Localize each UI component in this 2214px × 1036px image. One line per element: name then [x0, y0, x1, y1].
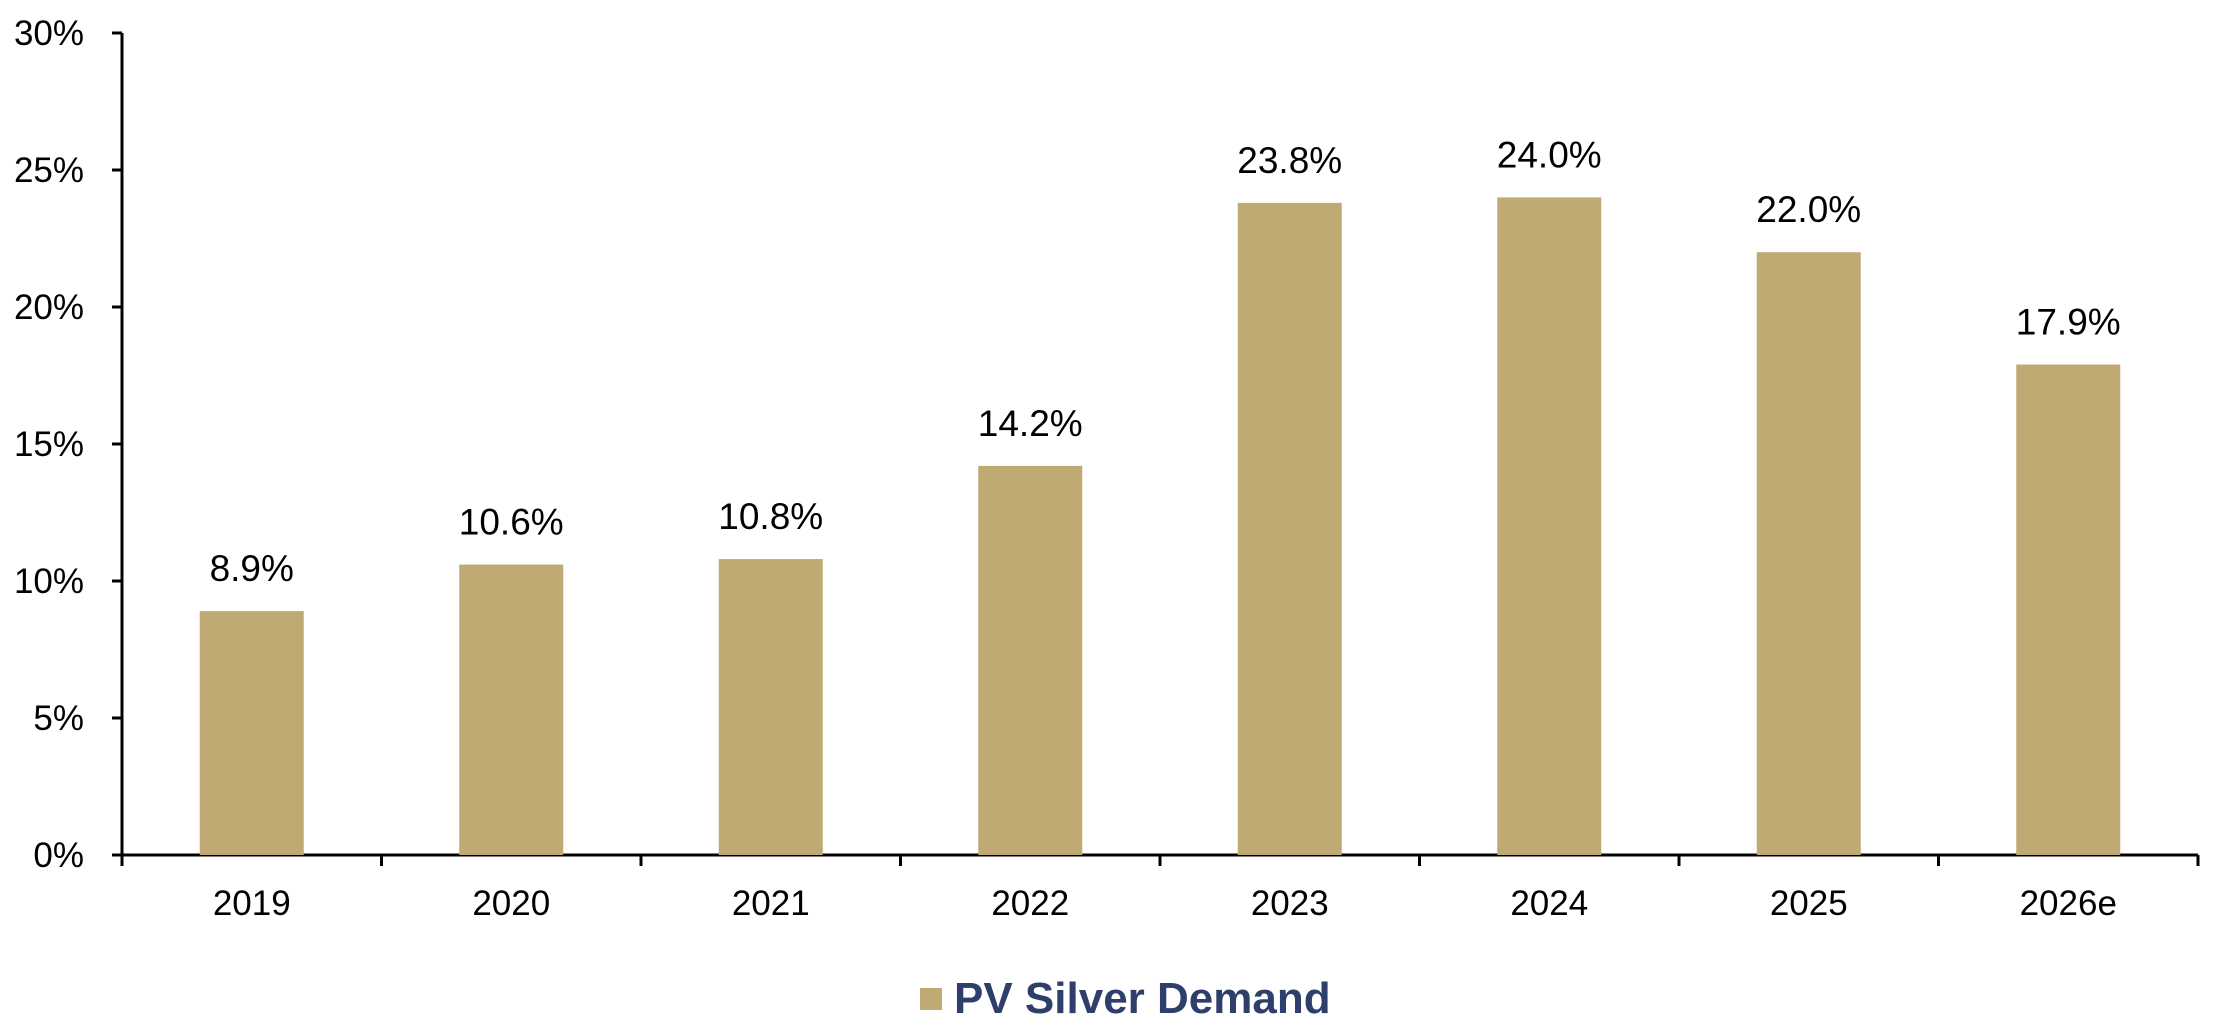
- y-tick-label: 5%: [33, 699, 84, 738]
- y-axis: 0% 5% 10% 15% 20% 25% 30%: [14, 14, 124, 875]
- x-axis: 2019 2020 2021 2022 2023 2024 2025 2026e: [120, 853, 2200, 923]
- data-labels: 8.9% 10.6% 10.8% 14.2% 23.8% 24.0% 22.0% 17.9%: [210, 134, 2121, 589]
- bar-2024: [1497, 197, 1602, 855]
- bar-2021: [718, 559, 823, 855]
- bar-2025: [1756, 252, 1861, 855]
- y-tick-label: 15%: [14, 425, 84, 464]
- bar-2019: [199, 611, 304, 855]
- data-label: 23.8%: [1237, 140, 1342, 181]
- data-label: 10.8%: [718, 496, 823, 537]
- x-tick-label: 2023: [1251, 884, 1329, 923]
- data-label: 8.9%: [210, 548, 294, 589]
- data-label: 24.0%: [1497, 134, 1602, 175]
- bar-2023: [1237, 202, 1342, 855]
- data-label: 10.6%: [459, 502, 564, 543]
- bar-2022: [978, 465, 1083, 855]
- legend-swatch: [920, 988, 942, 1010]
- data-label: 22.0%: [1756, 189, 1861, 230]
- x-tick-label: 2025: [1770, 884, 1848, 923]
- legend-label: PV Silver Demand: [954, 974, 1331, 1023]
- x-tick-label: 2026e: [2020, 884, 2117, 923]
- data-label: 17.9%: [2016, 302, 2121, 343]
- x-tick-label: 2024: [1510, 884, 1588, 923]
- y-tick-label: 25%: [14, 151, 84, 190]
- data-label: 14.2%: [978, 403, 1083, 444]
- bar-2026e: [2016, 364, 2121, 855]
- y-tick-label: 20%: [14, 288, 84, 327]
- x-tick-label: 2019: [213, 884, 291, 923]
- y-tick-label: 30%: [14, 14, 84, 53]
- legend: PV Silver Demand: [920, 974, 1331, 1023]
- bars: [199, 197, 2121, 855]
- x-tick-label: 2022: [991, 884, 1069, 923]
- y-tick-label: 0%: [33, 836, 84, 875]
- bar-2020: [459, 564, 564, 855]
- x-tick-label: 2021: [732, 884, 810, 923]
- x-tick-label: 2020: [472, 884, 550, 923]
- y-tick-label: 10%: [14, 562, 84, 601]
